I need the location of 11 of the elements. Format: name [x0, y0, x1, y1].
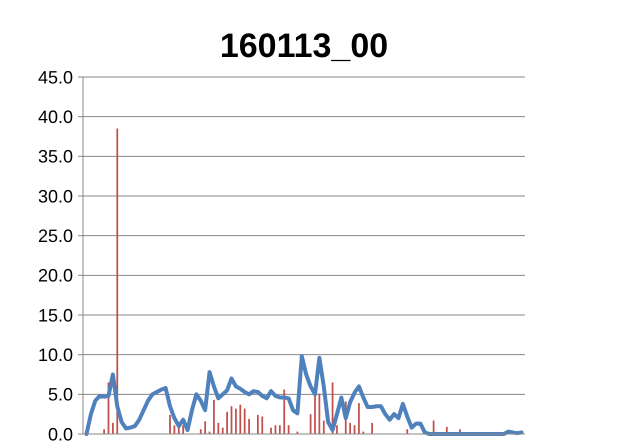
y-tick-label: 25.0	[38, 226, 73, 246]
y-tick-label: 0.0	[48, 424, 73, 444]
y-tick-label: 15.0	[38, 305, 73, 326]
y-tick-label: 45.0	[38, 67, 73, 88]
y-tick-label: 40.0	[38, 106, 73, 127]
y-tick-label: 35.0	[38, 146, 73, 167]
chart-title: 160113_00	[220, 27, 388, 65]
y-tick-label: 20.0	[38, 266, 73, 286]
y-tick-label: 30.0	[38, 186, 73, 206]
y-tick-label: 10.0	[38, 344, 73, 365]
y-tick-label: 5.0	[48, 384, 73, 405]
